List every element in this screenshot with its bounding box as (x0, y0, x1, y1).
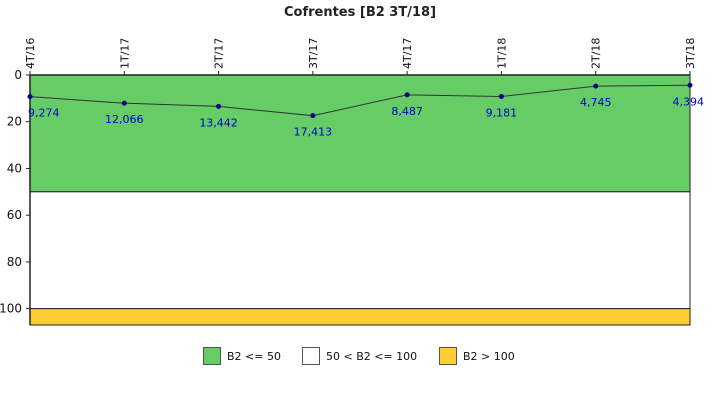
y-tick-label-2: 40 (7, 161, 22, 175)
data-point-0 (27, 94, 33, 100)
data-label-7: 4,394 (673, 95, 705, 108)
data-point-5 (498, 93, 504, 99)
data-point-4 (404, 92, 410, 98)
data-label-6: 4,745 (580, 96, 612, 109)
chart: Cofrentes [B2 3T/18] 4T/16 1T/17 2T/17 3T/1… (0, 5, 705, 326)
x-tick-label-5: 1T/18 (495, 38, 508, 69)
x-tick-label-2: 2T/17 (213, 38, 226, 69)
band-2 (29, 308, 691, 326)
legend-swatch-green (203, 347, 221, 365)
y-tick-label-0: 0 (14, 68, 22, 82)
data-label-3: 17,413 (294, 126, 333, 139)
legend-item-yellow: B2 > 100 (439, 346, 515, 366)
legend: B2 <= 50 50 < B2 <= 100 B2 > 100 (0, 346, 720, 366)
data-label-5: 9,181 (486, 106, 518, 119)
x-tick-label-6: 2T/18 (590, 38, 603, 69)
data-point-7 (687, 82, 693, 88)
y-tick-label-3: 60 (7, 208, 22, 222)
legend-label-green: B2 <= 50 (227, 349, 281, 363)
data-point-1 (121, 100, 127, 106)
data-point-6 (593, 83, 599, 89)
x-tick-label-7: 3T/18 (684, 38, 697, 69)
band-1 (29, 191, 691, 310)
y-tick-label-5: 100 (0, 302, 22, 316)
x-tick-label-4: 4T/17 (401, 38, 414, 69)
legend-item-white: 50 < B2 <= 100 (302, 346, 417, 366)
legend-item-green: B2 <= 50 (203, 346, 281, 366)
x-tick-label-1: 1T/17 (118, 38, 131, 69)
legend-label-white: 50 < B2 <= 100 (326, 349, 418, 363)
legend-swatch-white (302, 347, 320, 365)
legend-label-yellow: B2 > 100 (463, 349, 515, 363)
legend-swatch-yellow (439, 347, 457, 365)
y-tick-label-1: 20 (7, 115, 22, 129)
data-label-2: 13,442 (199, 116, 238, 129)
series-line (29, 84, 691, 117)
data-label-0: 9,274 (28, 107, 60, 120)
data-label-4: 8,487 (391, 105, 423, 118)
data-point-2 (216, 103, 222, 109)
data-label-1: 12,066 (105, 113, 144, 126)
data-point-3 (310, 113, 316, 119)
band-0 (29, 74, 691, 193)
chart-title: Cofrentes [B2 3T/18] (284, 5, 436, 20)
x-tick-label-3: 3T/17 (307, 38, 320, 69)
x-tick-label-0: 4T/16 (24, 38, 37, 69)
y-tick-label-4: 80 (7, 255, 22, 269)
